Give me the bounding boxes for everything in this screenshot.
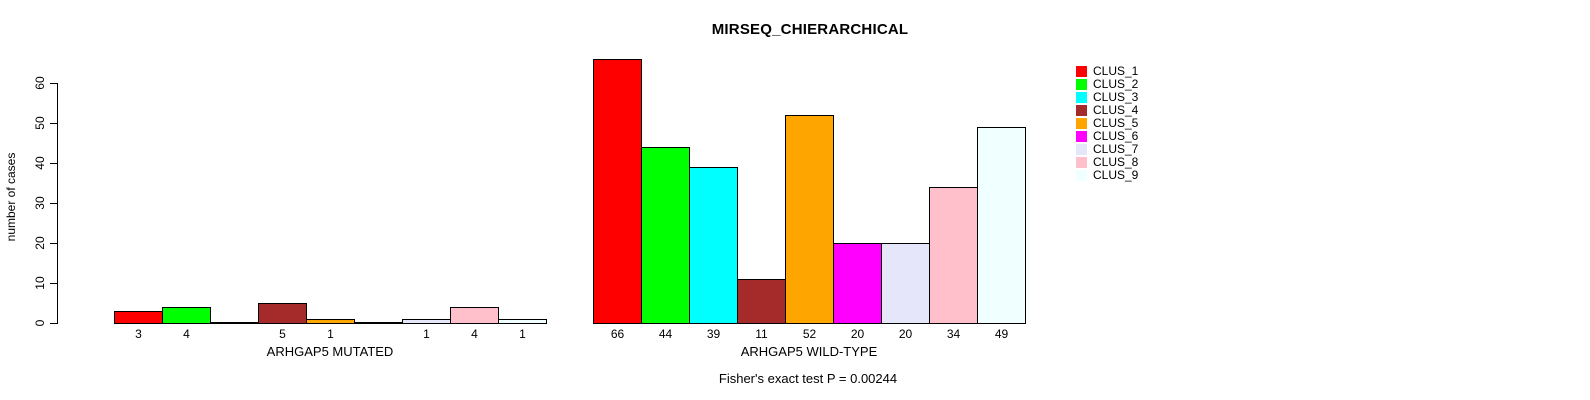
bar-CLUS_4 xyxy=(258,303,307,324)
bar-value-label: 49 xyxy=(994,327,1009,341)
bar-CLUS_9 xyxy=(498,319,547,324)
zero-bar-CLUS_3 xyxy=(210,322,259,324)
bar-value-label: 39 xyxy=(706,327,721,341)
bar-value-label: 44 xyxy=(658,327,673,341)
y-tick xyxy=(50,82,57,84)
bar-CLUS_7 xyxy=(402,319,451,324)
x-group-label-mutated: ARHGAP5 MUTATED xyxy=(266,344,394,359)
bar-value-label: 4 xyxy=(471,327,478,341)
bar-value-label: 1 xyxy=(519,327,526,341)
bar-CLUS_2 xyxy=(162,307,211,324)
bar-value-label: 4 xyxy=(183,327,190,341)
bar-value-label: 3 xyxy=(135,327,142,341)
bar-value-label: 1 xyxy=(327,327,334,341)
y-tick-label: 20 xyxy=(33,236,47,250)
legend-label: CLUS_6 xyxy=(1093,129,1139,143)
zero-bar-CLUS_6 xyxy=(354,322,403,324)
y-tick xyxy=(50,202,57,204)
y-tick-label: 30 xyxy=(33,196,47,210)
bar-CLUS_8 xyxy=(929,187,978,324)
y-tick-label: 60 xyxy=(33,76,47,90)
legend-label: CLUS_8 xyxy=(1093,155,1139,169)
bar-value-label: 1 xyxy=(423,327,430,341)
legend-label: CLUS_2 xyxy=(1093,77,1139,91)
y-tick xyxy=(50,162,57,164)
bar-CLUS_9 xyxy=(977,127,1026,324)
bar-value-label: 5 xyxy=(279,327,286,341)
y-tick xyxy=(50,282,57,284)
legend-swatch-CLUS_7 xyxy=(1076,144,1087,155)
bar-CLUS_4 xyxy=(737,279,786,324)
legend-label: CLUS_5 xyxy=(1093,116,1139,130)
legend-swatch-CLUS_1 xyxy=(1076,66,1087,77)
legend-swatch-CLUS_9 xyxy=(1076,170,1087,181)
legend-swatch-CLUS_2 xyxy=(1076,79,1087,90)
legend-label: CLUS_3 xyxy=(1093,90,1139,104)
bar-CLUS_3 xyxy=(689,167,738,324)
y-tick xyxy=(50,322,57,324)
bar-value-label: 52 xyxy=(802,327,817,341)
bar-CLUS_5 xyxy=(785,115,834,324)
legend-swatch-CLUS_8 xyxy=(1076,157,1087,168)
y-tick xyxy=(50,242,57,244)
y-tick-label: 40 xyxy=(33,156,47,170)
bar-CLUS_8 xyxy=(450,307,499,324)
fisher-test-annotation: Fisher's exact test P = 0.00244 xyxy=(718,371,898,386)
legend-label: CLUS_7 xyxy=(1093,142,1139,156)
y-tick xyxy=(50,122,57,124)
bar-CLUS_5 xyxy=(306,319,355,324)
bar-value-label: 66 xyxy=(610,327,625,341)
bar-CLUS_7 xyxy=(881,243,930,324)
legend-label: CLUS_9 xyxy=(1093,168,1139,182)
bar-CLUS_6 xyxy=(833,243,882,324)
bar-value-label: 11 xyxy=(755,327,768,341)
bar-value-label: 34 xyxy=(946,327,961,341)
legend-swatch-CLUS_5 xyxy=(1076,118,1087,129)
bar-CLUS_1 xyxy=(114,311,163,324)
x-group-label-wildtype: ARHGAP5 WILD-TYPE xyxy=(740,344,878,359)
legend-swatch-CLUS_4 xyxy=(1076,105,1087,116)
y-tick-label: 50 xyxy=(33,116,47,130)
y-axis-title: number of cases xyxy=(4,152,18,242)
chart-title: MIRSEQ_CHIERARCHICAL xyxy=(711,21,909,38)
legend-swatch-CLUS_6 xyxy=(1076,131,1087,142)
legend-label: CLUS_4 xyxy=(1093,103,1139,117)
legend-label: CLUS_1 xyxy=(1093,64,1139,78)
bar-value-label: 20 xyxy=(898,327,913,341)
bar-CLUS_2 xyxy=(641,147,690,324)
legend-swatch-CLUS_3 xyxy=(1076,92,1087,103)
y-axis-line xyxy=(57,83,58,324)
bar-value-label: 20 xyxy=(850,327,865,341)
y-tick-label: 0 xyxy=(33,319,47,327)
y-tick-label: 10 xyxy=(33,276,47,290)
bar-CLUS_1 xyxy=(593,59,642,324)
